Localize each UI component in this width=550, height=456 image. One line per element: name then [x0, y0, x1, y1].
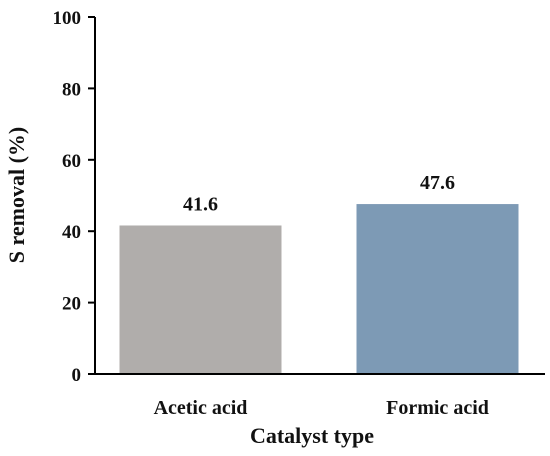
bar [356, 204, 519, 374]
x-tick-label: Acetic acid [154, 397, 248, 419]
y-tick-label: 0 [72, 365, 82, 386]
data-labels-group: 41.6 47.6 [183, 172, 455, 215]
y-tick-label: 40 [62, 222, 81, 243]
x-axis-title: Catalyst type [250, 423, 374, 448]
y-tick-label: 20 [62, 294, 81, 315]
y-axis-title: S removal (%) [4, 127, 29, 263]
bar [119, 225, 282, 374]
bars-group [119, 204, 519, 374]
y-ticks-group: 0 20 40 60 80 100 [53, 8, 95, 386]
data-label: 47.6 [420, 172, 455, 194]
axes-group [94, 17, 545, 375]
y-tick-label: 100 [53, 8, 82, 29]
y-tick-label: 60 [62, 151, 81, 172]
x-tick-labels-group: Acetic acid Formic acid [154, 397, 489, 419]
x-tick-label: Formic acid [386, 397, 489, 419]
y-tick-label: 80 [62, 79, 81, 100]
data-label: 41.6 [183, 193, 218, 215]
